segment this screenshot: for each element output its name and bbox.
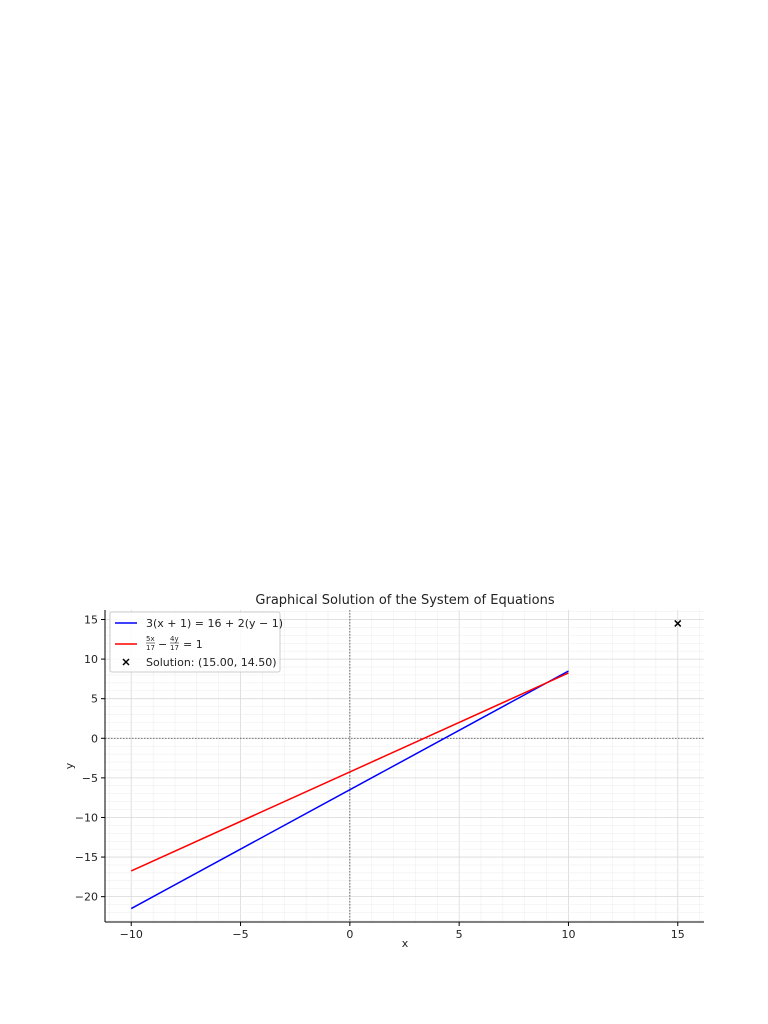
chart-title: Graphical Solution of the System of Equa… xyxy=(255,593,554,608)
svg-text:−: − xyxy=(158,638,167,651)
svg-text:= 1: = 1 xyxy=(183,638,203,651)
series-layer xyxy=(130,670,569,910)
legend-label-series-1: 3(x + 1) = 16 + 2(y − 1) xyxy=(146,617,283,630)
solution-point-marker xyxy=(674,619,682,627)
x-tick-label: 5 xyxy=(456,928,463,941)
y-tick-label: 5 xyxy=(91,693,98,706)
series-line-1 xyxy=(130,670,569,910)
y-axis-label: y xyxy=(63,762,76,769)
svg-text:4y: 4y xyxy=(170,635,179,643)
ticks: −10 −5 0 5 10 15 −20 −15 −10 −5 0 5 10 15 xyxy=(75,614,685,941)
y-tick-label: −5 xyxy=(82,772,98,785)
x-axis-label: x xyxy=(402,937,409,950)
legend: 3(x + 1) = 16 + 2(y − 1) 5x 17 − 4y 17 =… xyxy=(109,611,283,673)
svg-text:17: 17 xyxy=(170,644,179,652)
legend-label-series-2: 5x 17 − 4y 17 = 1 xyxy=(146,635,203,652)
legend-label-solution: Solution: (15.00, 14.50) xyxy=(146,656,277,669)
x-tick-label: 0 xyxy=(346,928,353,941)
x-tick-label: 15 xyxy=(671,928,685,941)
axes xyxy=(104,610,704,923)
x-tick-label: 10 xyxy=(561,928,575,941)
points-layer xyxy=(674,619,682,627)
y-tick-label: −20 xyxy=(75,891,98,904)
svg-text:5x: 5x xyxy=(146,635,155,643)
y-tick-label: 15 xyxy=(84,614,98,627)
series-line-2 xyxy=(130,672,569,872)
y-tick-label: 0 xyxy=(91,732,98,745)
x-tick-label: −5 xyxy=(232,928,248,941)
y-tick-label: 10 xyxy=(84,653,98,666)
zero-lines xyxy=(105,610,704,922)
y-tick-label: −15 xyxy=(75,851,98,864)
legend-frame xyxy=(109,611,281,673)
svg-text:17: 17 xyxy=(146,644,155,652)
y-tick-label: −10 xyxy=(75,811,98,824)
x-tick-label: −10 xyxy=(120,928,143,941)
legend-marker-solution xyxy=(122,658,130,666)
